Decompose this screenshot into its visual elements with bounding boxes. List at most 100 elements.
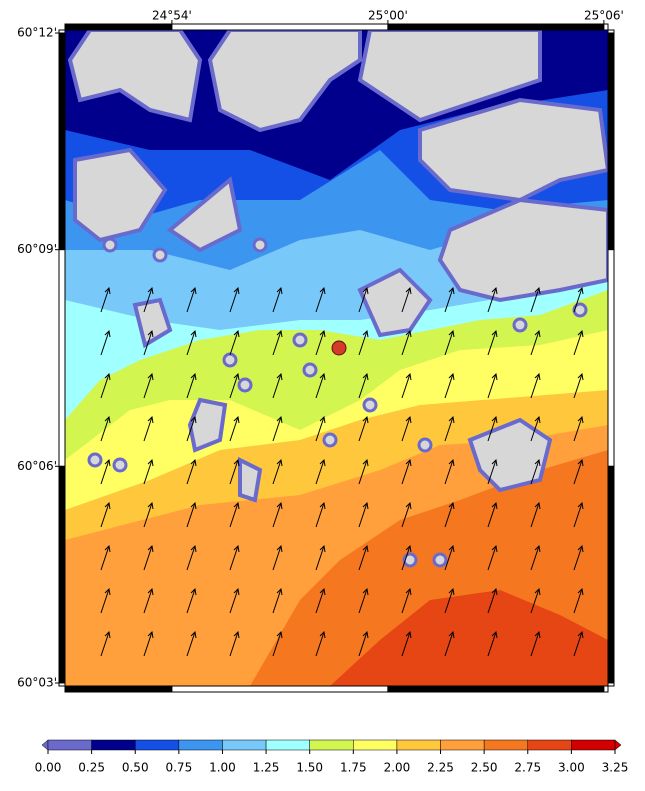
wave-arrow [315,459,325,485]
wave-arrow [401,459,411,485]
wave-arrow-head [448,630,455,639]
wave-arrow-head [104,415,111,424]
island [362,397,378,413]
wave-arrow [229,459,239,485]
wave-arrow-head [319,286,326,295]
island [102,237,118,253]
wave-arrow [444,545,454,571]
wave-arrow-head [233,329,240,338]
wave-arrow [143,373,153,399]
wave-arrow-head [319,630,326,639]
frame-bar [607,682,615,687]
colorbar-segment [47,739,92,751]
colorbar-tick-label: 1.75 [340,761,367,775]
island [417,437,433,453]
wave-arrow-head [491,630,498,639]
colorbar-segment [178,739,223,751]
wave-arrow-head [104,544,111,553]
wave-arrow [272,545,282,571]
wave-arrow [315,416,325,442]
wave-arrow [186,416,196,442]
island [302,362,318,378]
wave-arrow [186,588,196,614]
wave-arrow [530,588,540,614]
wave-arrow [573,588,583,614]
wave-arrow [530,287,540,313]
island [292,332,308,348]
wave-arrow [530,459,540,485]
wave-arrow [444,588,454,614]
wave-arrow-head [491,415,498,424]
land [437,197,608,303]
wave-arrow-head [276,630,283,639]
wave-arrow-head [534,415,541,424]
wave-arrow-head [448,458,455,467]
wave-arrow-head [190,630,197,639]
wave-arrow-head [362,458,369,467]
wave-arrow-head [491,458,498,467]
wave-arrow [100,373,110,399]
wave-arrow [272,373,282,399]
colorbar-segment [134,739,180,751]
wave-arrow [229,545,239,571]
wave-arrow [100,588,110,614]
wave-arrow-head [104,458,111,467]
wave-arrow-head [104,501,111,510]
wave-arrow-head [362,501,369,510]
wave-arrow [272,459,282,485]
wave-arrow-head [491,501,498,510]
wave-arrow-head [491,329,498,338]
wave-arrow [573,330,583,356]
island [222,352,238,368]
wave-arrow-head [319,415,326,424]
wave-arrow-head [319,329,326,338]
wave-arrow-head [233,286,240,295]
wave-arrow [487,330,497,356]
wave-arrow-head [362,372,369,381]
colorbar-tick-label: 1.50 [296,761,323,775]
land [418,97,608,203]
wave-arrow-head [276,415,283,424]
wave-arrow-head [104,372,111,381]
land [67,30,203,123]
wave-arrow-head [104,286,111,295]
wave-arrow [530,416,540,442]
wave-arrow-head [233,458,240,467]
wave-arrow [315,588,325,614]
colorbar-tick-label: 0.75 [165,761,192,775]
wave-arrow [272,631,282,657]
frame-bar [607,32,615,251]
wave-arrow-head [147,329,154,338]
wave-arrow-head [405,544,412,553]
y-tick-label: 60°12' [17,26,57,40]
x-tick-label: 25°00' [368,9,408,23]
wave-arrow [315,330,325,356]
wave-arrow-head [190,329,197,338]
wave-arrow-head [319,501,326,510]
island [237,377,253,393]
wave-arrow-head [147,501,154,510]
wave-arrow [100,287,110,313]
wave-arrow [487,373,497,399]
wave-arrow-head [534,501,541,510]
wave-arrow-head [276,458,283,467]
wave-arrow [401,416,411,442]
wave-arrow [100,545,110,571]
wave-arrow [100,631,110,657]
wave-arrow-head [577,286,584,295]
frame-bar [607,465,615,684]
wave-arrow [530,373,540,399]
colorbar-segment [353,739,398,751]
wave-arrow-head [405,458,412,467]
wave-arrow [186,459,196,485]
wave-arrow-head [405,329,412,338]
map-frame [58,23,615,693]
wave-arrow [229,588,239,614]
wave-arrow-head [491,587,498,596]
wave-arrow [143,502,153,528]
wave-arrow [358,502,368,528]
wave-arrow-head [276,544,283,553]
wave-arrow-head [104,587,111,596]
colorbar-tick-label: 3.25 [602,761,629,775]
wave-arrow [272,330,282,356]
